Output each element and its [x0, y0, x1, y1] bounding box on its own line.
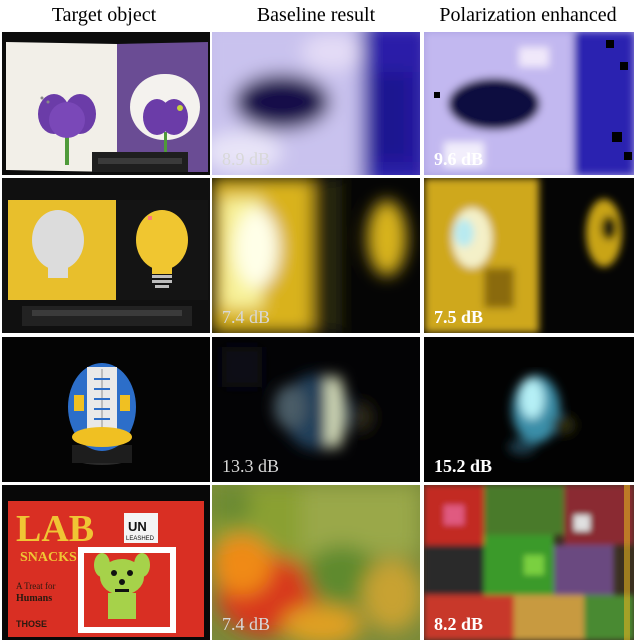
- polarization-psnr-row3: 15.2 dB: [434, 456, 492, 477]
- baseline-psnr-row1: 8.9 dB: [222, 149, 270, 170]
- baseline-psnr-row2: 7.4 dB: [222, 307, 270, 328]
- treat-line-2: Humans: [16, 593, 52, 604]
- polarization-image-row2: 7.5 dB: [424, 178, 634, 333]
- baseline-psnr-row3: 13.3 dB: [222, 456, 279, 477]
- those-text: THOSE: [16, 619, 47, 629]
- snack-box-image: LAB SNACKS UN LEASHED A Treat for Humans…: [2, 485, 210, 640]
- treat-line-1: A Treat for: [16, 581, 56, 591]
- un-logo-text: UN: [128, 519, 147, 534]
- polarization-psnr-row1: 9.6 dB: [434, 149, 483, 170]
- polarization-image-row1: 9.6 dB: [424, 32, 634, 175]
- leashed-logo-text: LEASHED: [126, 536, 155, 542]
- flower-books-image: [2, 32, 210, 175]
- baseline-image-row3: 13.3 dB: [212, 337, 420, 482]
- target-photo-lightbulb: [2, 178, 210, 333]
- header-target-object: Target object: [0, 0, 208, 30]
- polarization-psnr-row4: 8.2 dB: [434, 614, 483, 635]
- target-photo-snack-box: LAB SNACKS UN LEASHED A Treat for Humans…: [2, 485, 210, 640]
- target-photo-football: [2, 337, 210, 482]
- target-photo-flower: [2, 32, 210, 175]
- lab-logo-text: LAB: [16, 508, 94, 550]
- baseline-image-row2: 7.4 dB: [212, 178, 420, 333]
- baseline-image-row4: 7.4 dB: [212, 485, 420, 640]
- header-polarization-enhanced: Polarization enhanced: [420, 0, 636, 30]
- football-egg-image: [2, 337, 210, 482]
- polarization-image-row4: 8.2 dB: [424, 485, 634, 640]
- snacks-logo-text: SNACKS: [20, 550, 77, 565]
- baseline-image-row1: 8.9 dB: [212, 32, 420, 175]
- polarization-psnr-row2: 7.5 dB: [434, 307, 483, 328]
- polarization-image-row3: 15.2 dB: [424, 337, 634, 482]
- baseline-psnr-row4: 7.4 dB: [222, 614, 270, 635]
- lightbulb-books-image: [2, 178, 210, 333]
- header-baseline-result: Baseline result: [212, 0, 420, 30]
